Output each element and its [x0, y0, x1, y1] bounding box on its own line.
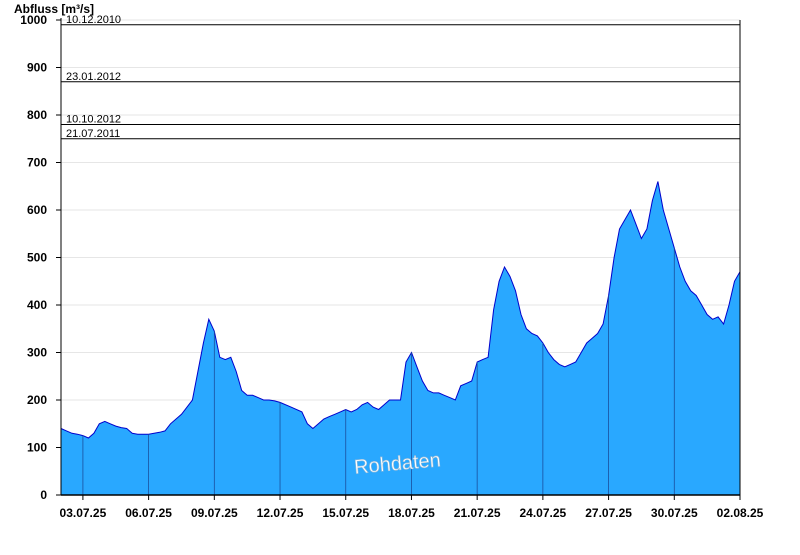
x-tick-label: 15.07.25: [322, 506, 369, 520]
y-tick-label: 700: [27, 156, 47, 170]
y-tick-label: 300: [27, 346, 47, 360]
x-tick-label: 02.08.25: [717, 506, 764, 520]
reference-line-label: 10.10.2012: [66, 114, 121, 126]
y-tick-label: 0: [40, 488, 47, 502]
reference-lines: 10.12.2010 23.01.2012 10.10.2012 21.07.2011: [61, 14, 740, 140]
series-layer: [60, 181, 741, 495]
x-tick-label: 21.07.25: [454, 506, 501, 520]
x-tick-label: 30.07.25: [651, 506, 698, 520]
reference-line-label: 10.12.2010: [66, 14, 121, 26]
x-tick-label: 18.07.25: [388, 506, 435, 520]
y-tick-label: 100: [27, 441, 47, 455]
y-tick-label: 600: [27, 203, 47, 217]
x-tick-label: 09.07.25: [191, 506, 238, 520]
x-tick-label: 27.07.25: [585, 506, 632, 520]
x-tick-label: 03.07.25: [60, 506, 107, 520]
y-ticks: 0 100 200 300 400 500 600 700 800 900 1000: [20, 13, 61, 502]
y-axis-label: Abfluss [m³/s]: [14, 2, 94, 16]
x-tick-label: 06.07.25: [125, 506, 172, 520]
tick-day-lines: [82, 248, 675, 495]
reference-line-label: 23.01.2012: [66, 71, 121, 83]
series-area: [61, 181, 740, 495]
y-tick-label: 1000: [20, 13, 47, 27]
x-ticks: 03.07.25 06.07.25 09.07.25 12.07.25 15.07.25…: [60, 495, 764, 520]
y-tick-label: 400: [27, 298, 47, 312]
x-tick-label: 24.07.25: [520, 506, 567, 520]
y-tick-label: 800: [27, 108, 47, 122]
y-tick-label: 500: [27, 251, 47, 265]
y-tick-label: 200: [27, 393, 47, 407]
axes: [60, 18, 741, 496]
reference-line-label: 21.07.2011: [66, 128, 120, 140]
x-tick-label: 12.07.25: [257, 506, 304, 520]
y-tick-label: 900: [27, 61, 47, 75]
